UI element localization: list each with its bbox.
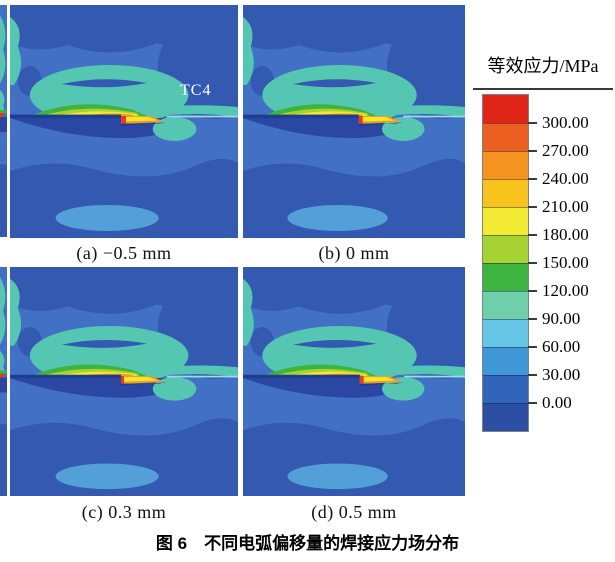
- legend-colorbar: [482, 94, 529, 432]
- colorbar-segment: [483, 403, 528, 431]
- colorbar-tick-mark: [528, 122, 537, 124]
- colorbar-segment: [483, 179, 528, 207]
- colorbar-tick-label: 60.00: [542, 337, 581, 356]
- colorbar-tick-mark: [528, 262, 537, 264]
- figure-caption: 图 6 不同电弧偏移量的焊接应力场分布: [155, 534, 460, 553]
- sliver-art: [0, 5, 7, 237]
- contour-art-c: [10, 267, 238, 496]
- contour-art-b: [243, 5, 465, 238]
- colorbar-tick-label: 240.00: [542, 169, 589, 188]
- colorbar-tick-label: 180.00: [542, 225, 589, 244]
- panel-caption-a: (a) −0.5 mm: [76, 243, 172, 263]
- colorbar-tick-mark: [528, 150, 537, 152]
- contour-panel-d: [243, 267, 465, 496]
- legend-title: 等效应力/MPa: [487, 56, 599, 76]
- colorbar-segment: [483, 319, 528, 347]
- contour-art-a: [10, 5, 238, 238]
- panel-caption-c: (c) 0.3 mm: [81, 502, 167, 522]
- colorbar-tick-label: 120.00: [542, 281, 589, 300]
- panel-caption-d: (d) 0.5 mm: [311, 502, 397, 522]
- colorbar-segment: [483, 235, 528, 263]
- colorbar-tick-mark: [528, 206, 537, 208]
- colorbar-tick-label: 210.00: [542, 197, 589, 216]
- colorbar-tick-label: 270.00: [542, 141, 589, 160]
- legend-rule: [473, 88, 613, 90]
- colorbar-tick-label: 300.00: [542, 113, 589, 132]
- sliver-art: [0, 267, 7, 496]
- colorbar-segment: [483, 151, 528, 179]
- colorbar-tick-label: 90.00: [542, 309, 581, 328]
- colorbar-tick-label: 30.00: [542, 365, 581, 384]
- colorbar-tick-mark: [528, 318, 537, 320]
- colorbar-tick-label: 0.00: [542, 393, 572, 412]
- colorbar-segment: [483, 263, 528, 291]
- material-label-tc4: TC4: [180, 82, 212, 99]
- colorbar-segment: [483, 347, 528, 375]
- contour-art-d: [243, 267, 465, 496]
- colorbar-tick-mark: [528, 346, 537, 348]
- colorbar-tick-mark: [528, 374, 537, 376]
- cropped-panel-sliver-bottom: [0, 267, 7, 496]
- colorbar-tick-mark: [528, 402, 537, 404]
- contour-panel-a: [10, 5, 238, 238]
- colorbar-segment: [483, 95, 528, 123]
- colorbar-tick-mark: [528, 290, 537, 292]
- colorbar-tick-label: 150.00: [542, 253, 589, 272]
- colorbar-segment: [483, 291, 528, 319]
- contour-panel-b: [243, 5, 465, 238]
- cropped-panel-sliver-top: [0, 5, 7, 237]
- colorbar-segment: [483, 207, 528, 235]
- colorbar-segment: [483, 375, 528, 403]
- stress-legend: 等效应力/MPa 300.00 270.00 240.00 210.00 180.00 1…: [473, 52, 615, 452]
- contour-panel-c: [10, 267, 238, 496]
- panel-caption-b: (b) 0 mm: [318, 243, 390, 263]
- colorbar-segment: [483, 123, 528, 151]
- colorbar-tick-mark: [528, 234, 537, 236]
- colorbar-tick-mark: [528, 178, 537, 180]
